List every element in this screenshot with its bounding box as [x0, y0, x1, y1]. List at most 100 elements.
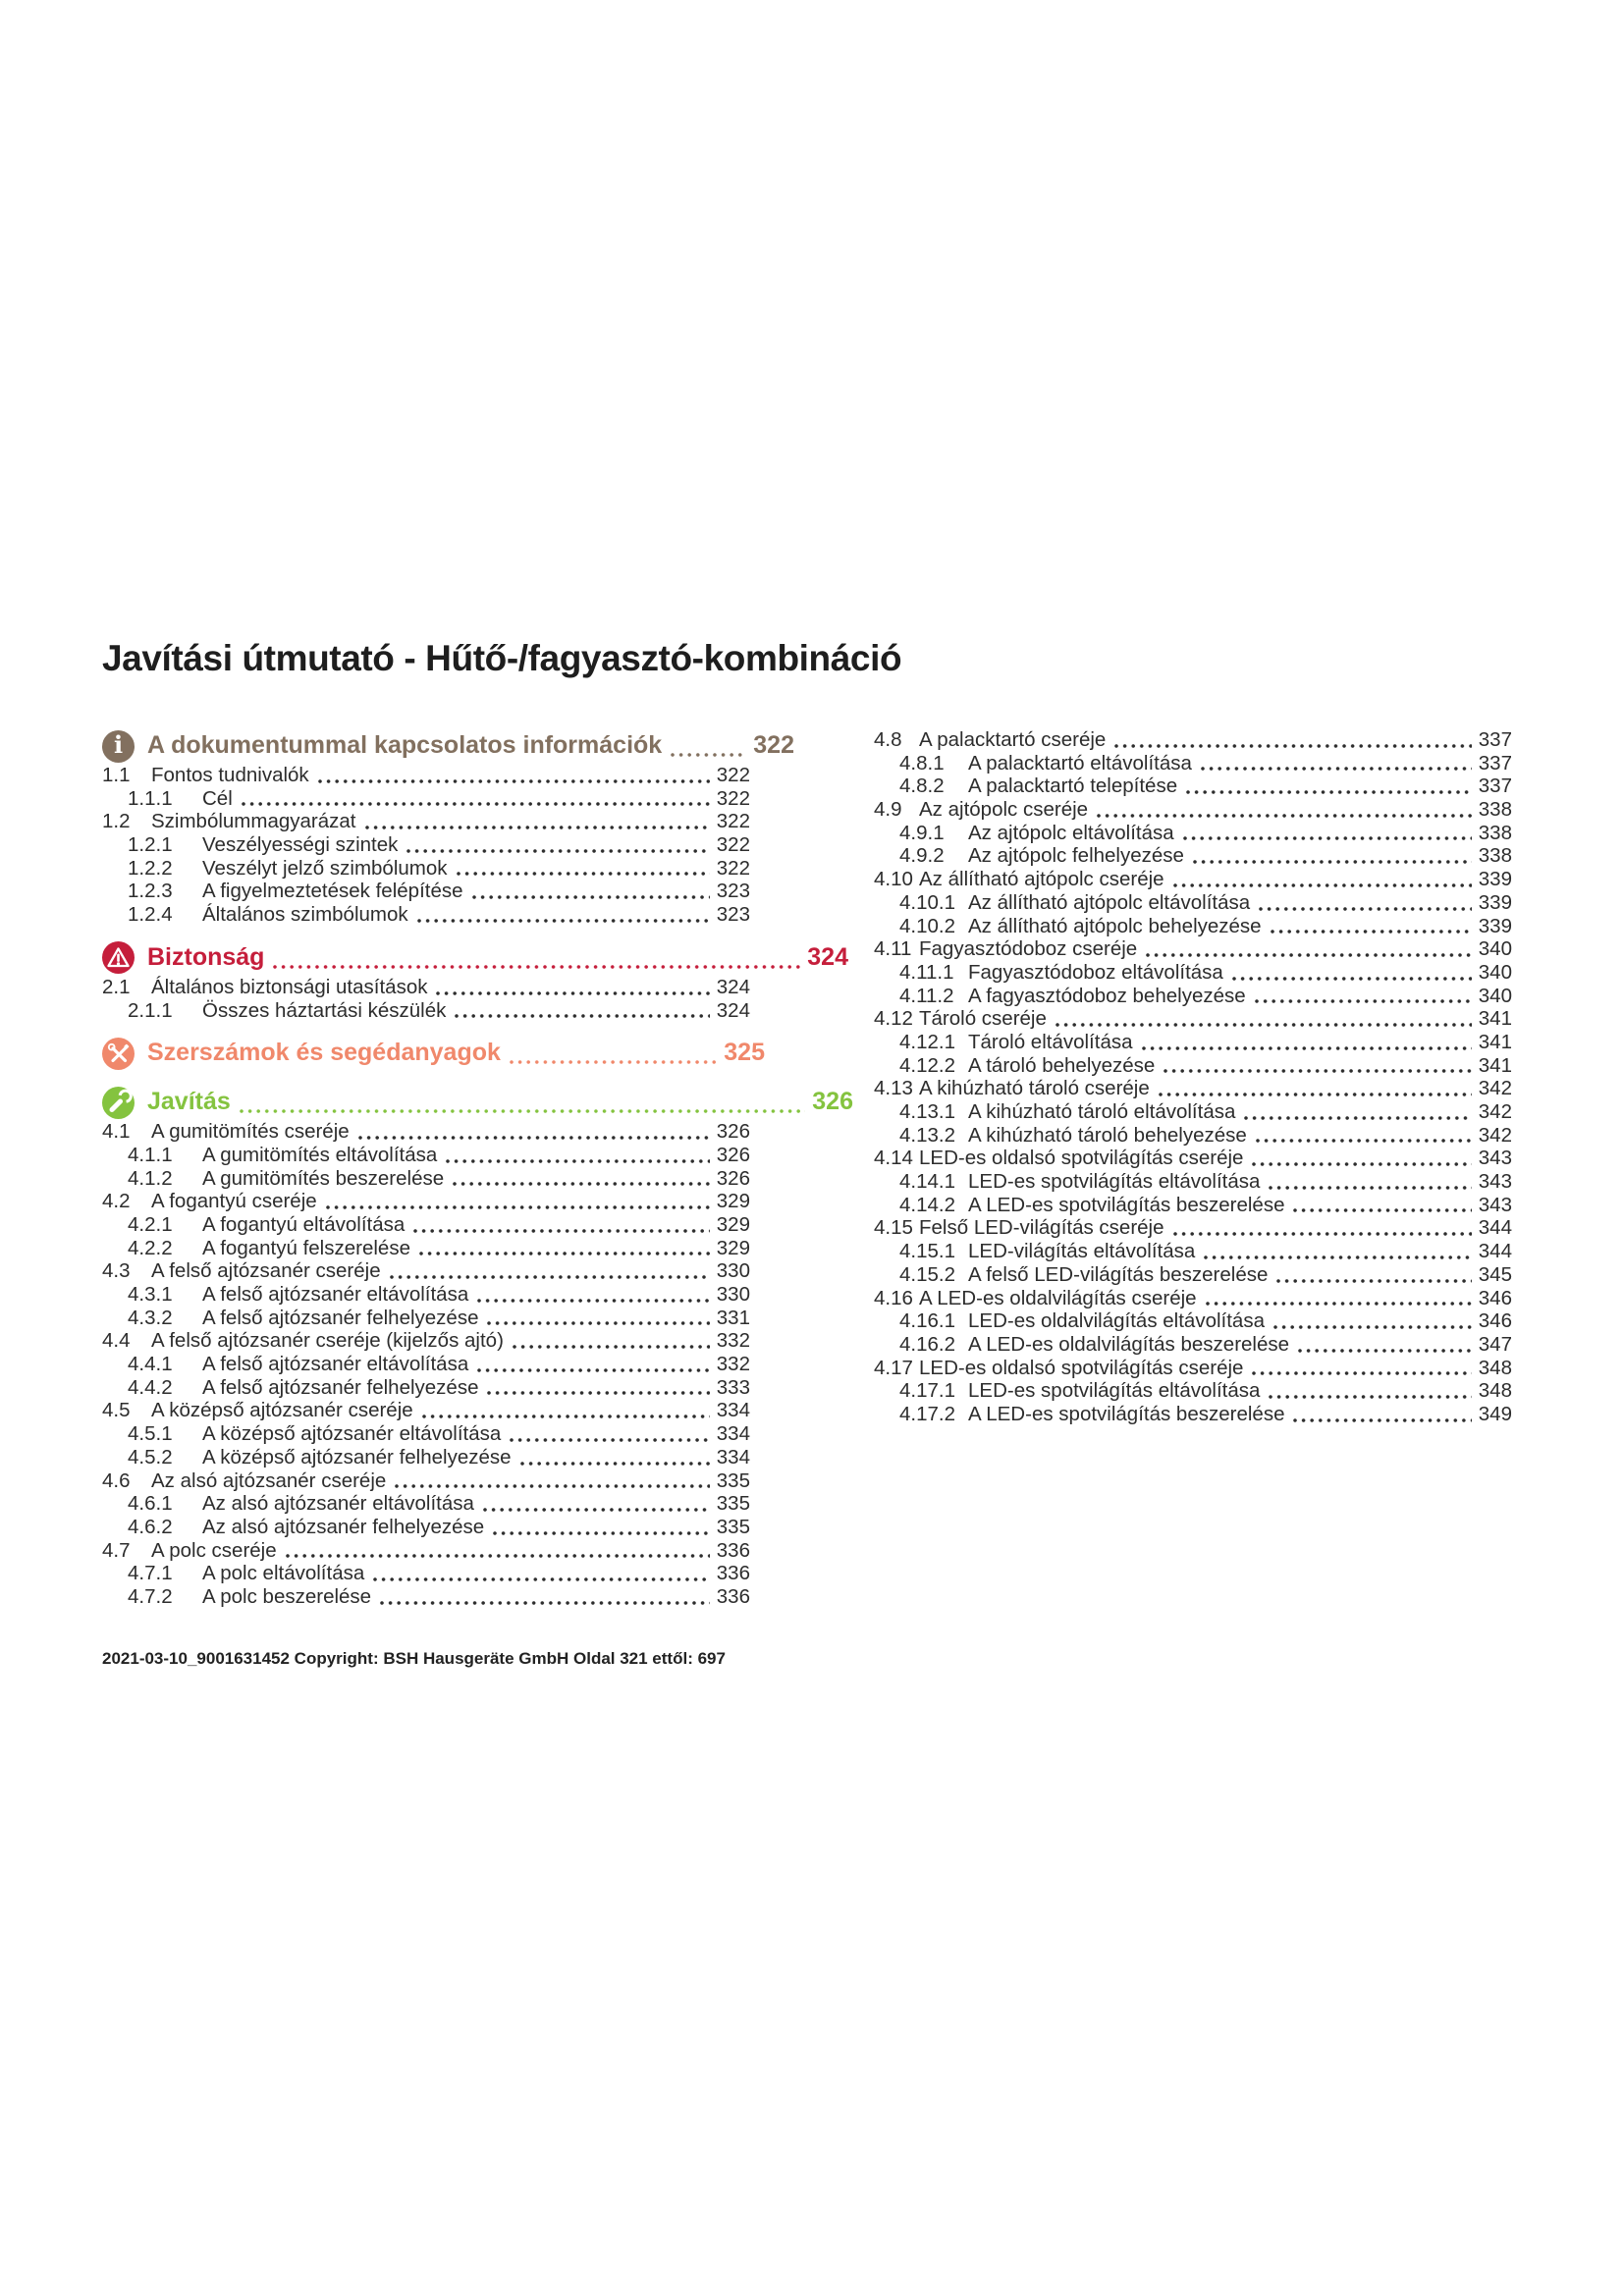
toc-entry-label: Felső LED-világítás cseréje	[919, 1216, 1164, 1240]
dot-leader	[487, 1390, 710, 1397]
toc-entry-number: 4.7.2	[128, 1584, 173, 1608]
toc-page-number: 326	[716, 1143, 750, 1166]
toc-column-left: i A dokumentummal kapcsolatos információk…	[102, 728, 853, 1609]
toc-entry-label: A fogantyú eltávolítása	[202, 1212, 406, 1236]
dot-leader	[1192, 859, 1472, 866]
toc-page-number: 340	[1478, 937, 1512, 961]
toc-entry-label: A felső ajtózsanér felhelyezése	[202, 1375, 479, 1399]
toc-entry: 4.4.1 A felső ajtózsanér eltávolítása 332	[102, 1353, 750, 1376]
toc-entry-number: 4.13.2	[899, 1123, 955, 1147]
toc-page-number: 335	[716, 1468, 750, 1492]
toc-page-number: 332	[716, 1329, 750, 1353]
toc-page-number: 323	[716, 880, 750, 903]
toc-entry-number: 1.2.3	[128, 880, 173, 903]
toc-page-number: 326	[812, 1088, 853, 1116]
toc-section-heading: Szerszámok és segédanyagok 325	[102, 1036, 765, 1071]
toc-entry-number: 4.4	[102, 1329, 131, 1353]
dot-leader	[1254, 998, 1472, 1005]
toc-entry-number: 4.11	[874, 937, 912, 961]
dot-leader	[1182, 835, 1472, 842]
toc-entry: 1.2.1 Veszélyességi szintek 322	[102, 833, 750, 857]
dot-leader	[519, 1460, 710, 1467]
dot-leader	[1269, 1393, 1472, 1400]
toc-entry-label: LED-világítás eltávolítása	[968, 1240, 1196, 1263]
toc-entry: 4.1.1 A gumitömítés eltávolítása 326	[102, 1144, 750, 1167]
dot-leader	[1276, 1277, 1472, 1284]
dot-leader	[1055, 1021, 1472, 1028]
toc-entry: 1.1 Fontos tudnivalók 322	[102, 764, 750, 787]
toc-entry-label: A felső LED-világítás beszerelése	[968, 1262, 1269, 1286]
dot-leader	[389, 1274, 710, 1280]
toc-entry-number: 4.15.2	[899, 1262, 955, 1286]
toc-entry-number: 4.1	[102, 1120, 131, 1144]
toc-section-heading: Javítás 326	[102, 1085, 853, 1120]
toc-page-number: 347	[1478, 1332, 1512, 1356]
toc-entry-number: 4.1.2	[128, 1166, 173, 1190]
toc-heading-label: Szerszámok és segédanyagok	[147, 1039, 501, 1067]
toc-page-number: 345	[1478, 1262, 1512, 1286]
dot-leader	[1146, 951, 1472, 958]
toc-entry-number: 4.6	[102, 1468, 131, 1492]
toc-entry: 1.2.2 Veszélyt jelző szimbólumok 322	[102, 857, 750, 881]
toc-page-number: 336	[716, 1562, 750, 1585]
toc-entry-number: 4.2.1	[128, 1212, 173, 1236]
toc-page-number: 334	[716, 1399, 750, 1422]
toc-page-number: 322	[716, 833, 750, 857]
dot-leader	[446, 1157, 710, 1164]
toc-entry-number: 4.16.2	[899, 1332, 955, 1356]
toc-entry-label: A kihúzható tároló eltávolítása	[968, 1100, 1236, 1123]
dot-leader	[456, 871, 710, 878]
toc-entry: 4.9 Az ajtópolc cseréje 338	[874, 798, 1512, 822]
toc-entry-label: A palacktartó eltávolítása	[968, 751, 1192, 774]
toc-entry-number: 4.6.1	[128, 1492, 173, 1516]
toc-page-number: 339	[1478, 868, 1512, 891]
toc-page-number: 322	[716, 764, 750, 786]
wrench-icon	[102, 1086, 135, 1119]
dot-leader	[482, 1506, 710, 1513]
dot-leader	[671, 752, 747, 758]
toc-entry-label: A fogantyú felszerelése	[202, 1236, 410, 1259]
dot-leader	[1204, 1254, 1472, 1260]
toc-entry: 4.6.1 Az alsó ajtózsanér eltávolítása 335	[102, 1492, 750, 1516]
toc-page-number: 340	[1478, 960, 1512, 984]
toc-page-number: 324	[807, 942, 848, 971]
toc-page-number: 332	[716, 1353, 750, 1376]
toc-entry-number: 4.8.2	[899, 774, 945, 798]
toc-entry-label: A gumitömítés cseréje	[151, 1120, 350, 1144]
dot-leader	[1172, 1231, 1472, 1238]
toc-entry-label: A középső ajtózsanér cseréje	[151, 1399, 413, 1422]
toc-entry-label: Általános biztonsági utasítások	[151, 975, 428, 998]
dot-leader	[273, 963, 801, 970]
toc-entry-label: A felső ajtózsanér cseréje	[151, 1259, 381, 1283]
toc-page-number: 325	[724, 1039, 765, 1067]
toc-entry-label: A palacktartó cseréje	[919, 728, 1107, 751]
toc-page-number: 323	[716, 903, 750, 927]
toc-entry-number: 2.1.1	[128, 998, 173, 1022]
toc-page-number: 329	[716, 1236, 750, 1259]
toc-entry-label: LED-es spotvilágítás eltávolítása	[968, 1379, 1261, 1403]
dot-leader	[1097, 812, 1472, 819]
toc-page-number: 339	[1478, 914, 1512, 937]
toc-entry-number: 4.11.1	[899, 960, 954, 984]
toc-entry-number: 4.4.1	[128, 1353, 173, 1376]
dot-leader	[1186, 789, 1472, 796]
toc-entry-number: 4.6.2	[128, 1515, 173, 1538]
warning-icon	[102, 941, 135, 975]
dot-leader	[509, 1059, 718, 1066]
toc-entry: 4.12.2 A tároló behelyezése 341	[874, 1054, 1512, 1078]
toc-entry: 4.17 LED-es oldalsó spotvilágítás cseréje…	[874, 1357, 1512, 1380]
toc-heading-label: Biztonság	[147, 942, 265, 971]
toc-entry-label: Szimbólummagyarázat	[151, 810, 356, 833]
toc-entry-number: 4.16.1	[899, 1309, 955, 1333]
dot-leader	[436, 989, 710, 996]
toc-entry-label: Tároló eltávolítása	[968, 1030, 1133, 1053]
toc-page-number: 338	[1478, 844, 1512, 868]
toc-section-heading: Biztonság 324	[102, 940, 848, 976]
info-icon: i	[102, 729, 135, 763]
toc-entry-label: A felső ajtózsanér eltávolítása	[202, 1353, 469, 1376]
dot-leader	[455, 1013, 710, 1020]
toc-entry-label: Összes háztartási készülék	[202, 998, 447, 1022]
page-footer: 2021-03-10_9001631452 Copyright: BSH Hau…	[102, 1649, 726, 1668]
toc-heading-label: Javítás	[147, 1088, 231, 1116]
dot-leader	[325, 1203, 710, 1210]
